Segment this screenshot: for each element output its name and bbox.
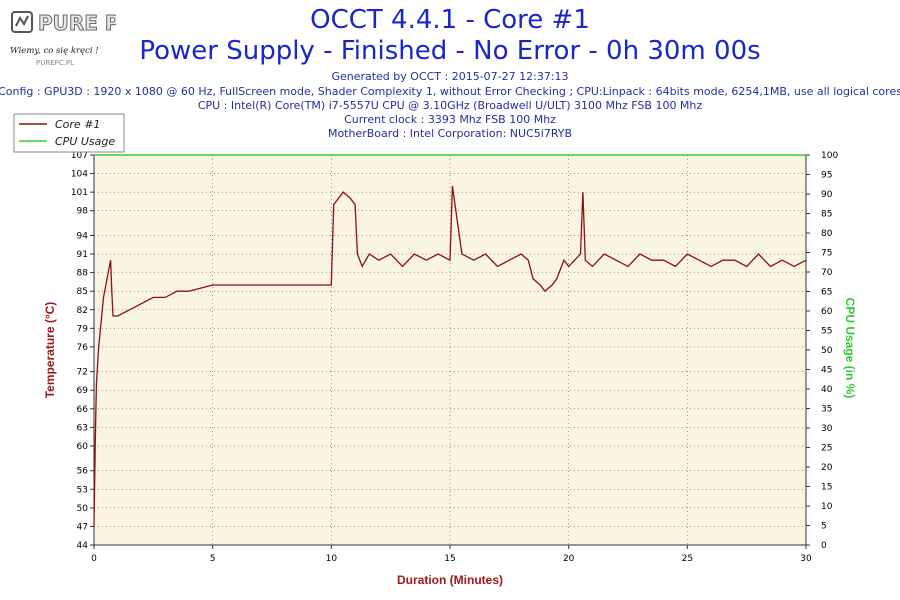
y-tick-label: 72 [77,368,88,378]
generated-line: Generated by OCCT : 2015-07-27 12:37:13 [331,70,569,83]
temperature-axis-ticks: 44 47 50 53 56 60 63 66 69 72 76 79 82 85 88 91 94 98 101 1… [71,151,94,551]
y-tick-label: 53 [77,485,88,495]
y-axis-label: Temperature (°C) [43,302,57,399]
y-tick-label: 85 [77,287,88,297]
y2-axis-label: CPU Usage (in %) [843,298,857,399]
y2-tick-label: 90 [821,190,833,200]
chart-subtitle: Power Supply - Finished - No Error - 0h … [139,36,761,66]
cpu-line: CPU : Intel(R) Core(TM) i7-5557U CPU @ 3… [197,99,703,112]
y2-tick-label: 80 [821,229,833,239]
series-lines [93,154,807,527]
y2-tick-label: 60 [821,307,833,317]
y-tick-label: 98 [77,207,89,217]
y-tick-label: 56 [77,467,89,477]
x-axis-label: Duration (Minutes) [397,573,503,587]
y2-tick-label: 0 [821,541,827,551]
legend-core-label: Core #1 [55,118,100,131]
y-tick-label: 44 [77,541,89,551]
y2-tick-label: 55 [821,327,832,337]
y-tick-label: 88 [77,269,89,279]
logo-tagline: Wiemy, co się kręci ! [10,46,99,56]
y-tick-label: 94 [77,231,89,241]
y-tick-label: 82 [77,306,88,316]
purepc-logo: PURE PC Wiemy, co się kręci ! PUREPC.PL [10,11,116,68]
cpu-usage-axis-ticks: 0 5 10 15 20 25 30 35 40 45 50 55 60 65 70 75 80 85 90 95 10… [806,151,838,551]
x-tick-label: 20 [563,554,575,564]
x-tick-label: 30 [800,554,812,564]
y-tick-label: 69 [77,386,89,396]
y2-tick-label: 5 [821,522,827,532]
y2-tick-label: 95 [821,171,832,181]
logo-url: PUREPC.PL [36,59,74,67]
y2-tick-label: 65 [821,288,832,298]
plot-area [93,154,807,546]
y-tick-label: 47 [77,522,88,532]
y2-tick-label: 75 [821,249,832,259]
y-tick-label: 101 [71,188,88,198]
y2-tick-label: 40 [821,385,833,395]
y2-tick-label: 100 [821,151,838,161]
y2-tick-label: 85 [821,210,832,220]
y-tick-label: 63 [77,423,88,433]
y2-tick-label: 15 [821,483,832,493]
y-tick-label: 76 [77,343,89,353]
y2-tick-label: 20 [821,463,833,473]
chart-title: OCCT 4.4.1 - Core #1 [310,5,590,35]
y2-tick-label: 30 [821,424,833,434]
y-tick-label: 50 [77,504,89,514]
y-tick-label: 104 [71,170,88,180]
x-tick-label: 5 [210,554,216,564]
series-core-1-line [93,185,807,527]
y-tick-label: 91 [77,250,88,260]
grid-lines [94,155,806,545]
y2-tick-label: 45 [821,366,832,376]
legend: Core #1 CPU Usage [13,113,125,153]
logo-text: PURE PC [38,11,116,35]
x-tick-label: 10 [326,554,338,564]
legend-cpu-label: CPU Usage [55,135,115,148]
y2-tick-label: 50 [821,346,833,356]
y2-tick-label: 25 [821,444,832,454]
y-tick-label: 79 [77,324,89,334]
y-tick-label: 66 [77,405,89,415]
clock-line: Current clock : 3393 Mhz FSB 100 Mhz [344,113,556,126]
y2-tick-label: 70 [821,268,833,278]
y-tick-label: 60 [77,442,89,452]
y2-tick-label: 10 [821,502,833,512]
motherboard-line: MotherBoard : Intel Corporation: NUC5i7R… [327,127,573,140]
x-tick-label: 0 [91,554,97,564]
y-tick-label: 107 [71,151,88,161]
x-tick-label: 25 [682,554,693,564]
config-line: Config : GPU3D : 1920 x 1080 @ 60 Hz, Fu… [0,85,900,98]
y2-tick-label: 35 [821,405,832,415]
x-tick-label: 15 [444,554,455,564]
duration-axis-ticks: 0 5 10 15 20 25 30 [91,545,812,564]
